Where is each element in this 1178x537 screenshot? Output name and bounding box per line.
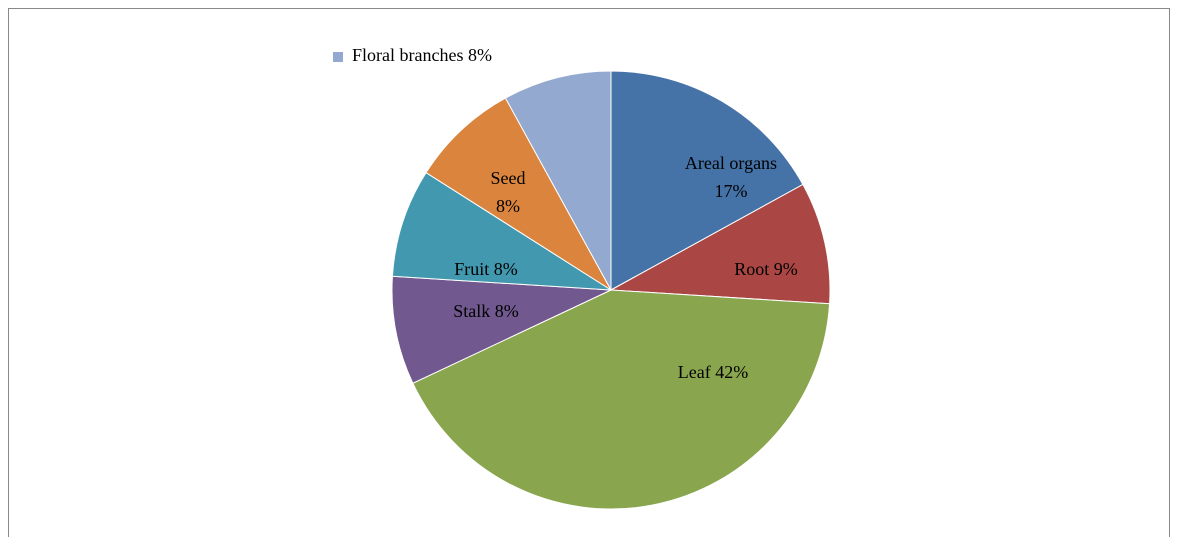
data-label: Leaf 42% <box>678 362 748 382</box>
label-value: 8% <box>496 196 520 216</box>
chart-frame <box>8 8 1170 537</box>
label-value: 17% <box>715 181 748 201</box>
label-value: 8% <box>495 301 519 321</box>
label-value: 42% <box>715 362 748 382</box>
pie-slice <box>391 275 612 384</box>
label-name: Seed <box>491 168 526 188</box>
legend-label: Floral branches 8% <box>352 45 492 65</box>
data-label: Stalk 8% <box>453 301 519 321</box>
legend-value: 8% <box>468 45 492 65</box>
data-label: Areal organs 17% <box>685 153 777 201</box>
label-name: Root <box>734 259 769 279</box>
pie-slice <box>425 97 612 291</box>
label-name: Stalk <box>453 301 490 321</box>
data-label: Root 9% <box>734 259 798 279</box>
pie-slice <box>609 183 831 305</box>
pie-slice <box>412 289 831 510</box>
data-label: Seed 8% <box>491 168 526 216</box>
pie-slice <box>391 171 612 291</box>
legend-name: Floral branches <box>352 45 463 65</box>
pie-slice <box>504 70 612 291</box>
label-name: Leaf <box>678 362 711 382</box>
legend-swatch <box>333 52 343 62</box>
label-name: Areal organs <box>685 153 777 173</box>
label-value: 8% <box>494 259 518 279</box>
label-value: 9% <box>774 259 798 279</box>
label-name: Fruit <box>454 259 489 279</box>
pie-slice <box>610 70 804 291</box>
data-label: Fruit 8% <box>454 259 518 279</box>
